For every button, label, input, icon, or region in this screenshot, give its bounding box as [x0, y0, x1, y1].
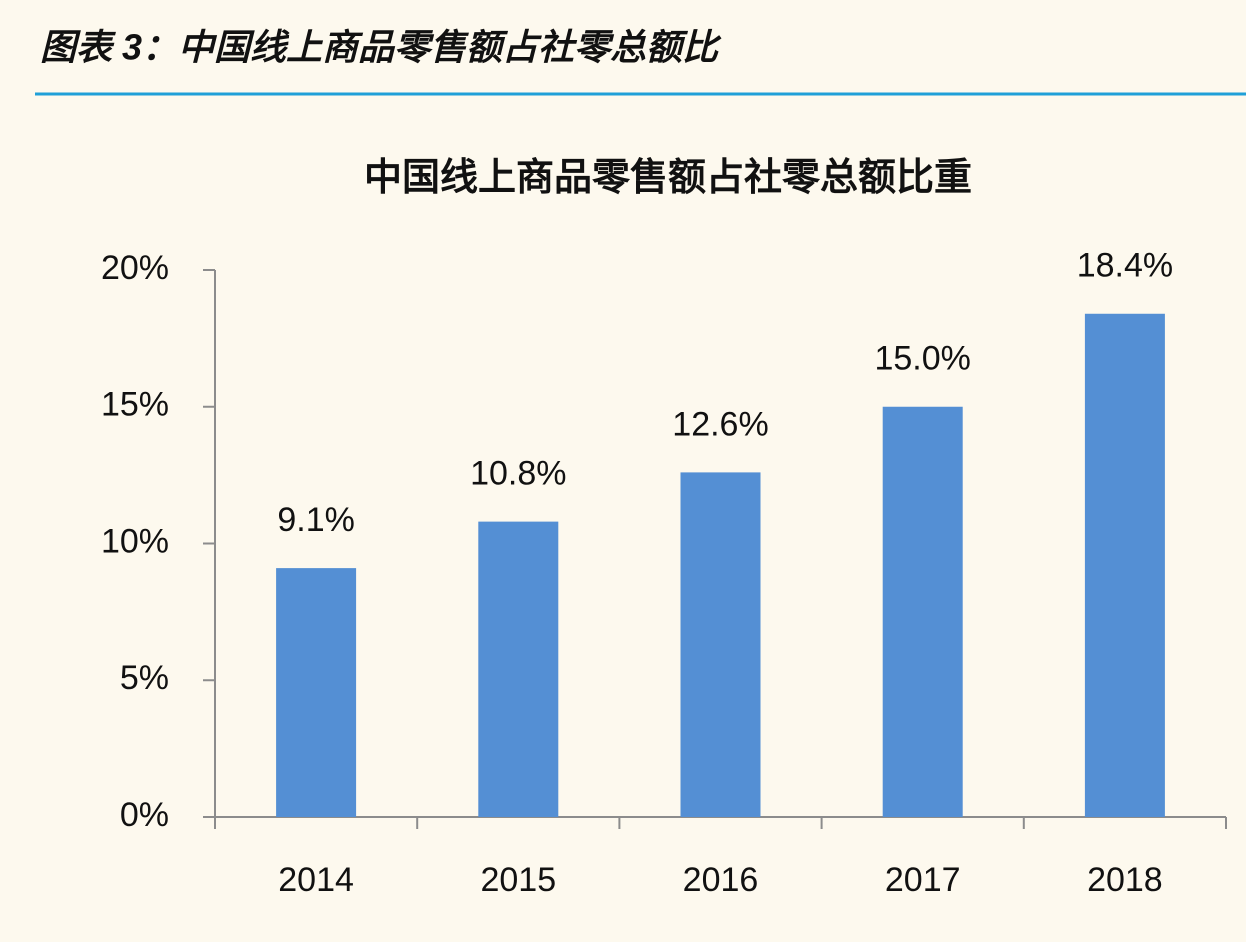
x-tick-label: 2018: [1087, 861, 1163, 899]
bar: [276, 568, 357, 817]
value-label: 9.1%: [277, 501, 355, 539]
value-label: 15.0%: [874, 340, 970, 378]
y-tick-label: 0%: [120, 796, 169, 834]
bar: [680, 472, 761, 817]
chart-title: 中国线上商品零售额占社零总额比重: [364, 157, 972, 199]
bar: [1084, 313, 1165, 817]
y-tick-label: 10%: [101, 522, 169, 560]
bar: [882, 406, 963, 817]
x-tick-label: 2016: [683, 861, 759, 899]
figure-caption: 图表 3：中国线上商品零售额占社零总额比: [40, 27, 722, 68]
value-label: 10.8%: [470, 455, 566, 493]
x-tick-label: 2014: [278, 861, 354, 899]
bar: [478, 521, 559, 817]
value-label: 18.4%: [1077, 247, 1173, 285]
value-label: 12.6%: [672, 405, 768, 443]
x-tick-label: 2017: [885, 861, 961, 899]
y-tick-label: 20%: [101, 249, 169, 287]
y-tick-label: 15%: [101, 386, 169, 424]
x-tick-label: 2015: [480, 861, 556, 899]
y-tick-label: 5%: [120, 659, 169, 697]
